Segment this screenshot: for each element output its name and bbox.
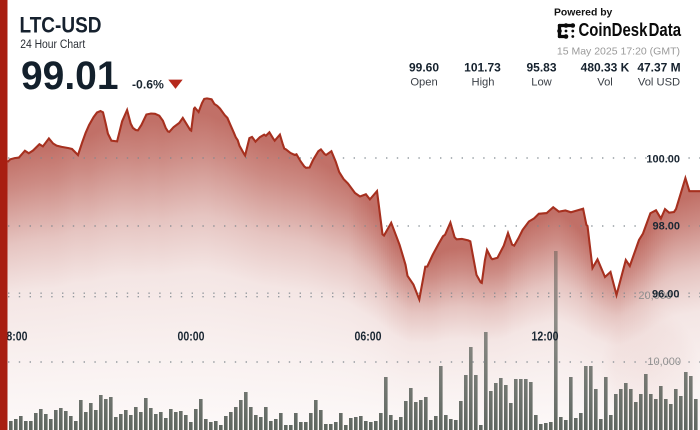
svg-text:20,000: 20,000 [638, 290, 672, 302]
svg-text:Vol: Vol [597, 77, 613, 89]
svg-text:00:00: 00:00 [178, 330, 205, 344]
svg-text:Vol USD: Vol USD [638, 77, 680, 89]
svg-text:Open: Open [410, 77, 437, 89]
svg-text:10,000: 10,000 [647, 356, 681, 368]
svg-text:Low: Low [531, 77, 552, 89]
svg-text:100.00: 100.00 [646, 154, 680, 166]
svg-text:98.00: 98.00 [652, 221, 680, 233]
svg-text:12:00: 12:00 [532, 330, 559, 344]
svg-text:99.01: 99.01 [21, 54, 119, 98]
svg-text:LTC-USD: LTC-USD [20, 13, 102, 38]
svg-text:47.37 M: 47.37 M [637, 61, 680, 75]
svg-text:95.83: 95.83 [526, 61, 556, 75]
svg-text:96.00: 96.00 [652, 289, 680, 301]
svg-text:101.73: 101.73 [464, 61, 501, 75]
svg-text:480.33 K: 480.33 K [581, 61, 630, 75]
svg-text:Powered by: Powered by [554, 7, 613, 18]
svg-text:15 May 2025 17:20 (GMT): 15 May 2025 17:20 (GMT) [557, 45, 680, 57]
svg-text:-0.6%: -0.6% [132, 77, 164, 91]
svg-text:24 Hour Chart: 24 Hour Chart [20, 37, 85, 51]
svg-text:CoinDesk Data: CoinDesk Data [579, 20, 682, 40]
svg-text:06:00: 06:00 [355, 330, 382, 344]
svg-text:High: High [471, 77, 494, 89]
svg-text:99.60: 99.60 [409, 61, 439, 75]
